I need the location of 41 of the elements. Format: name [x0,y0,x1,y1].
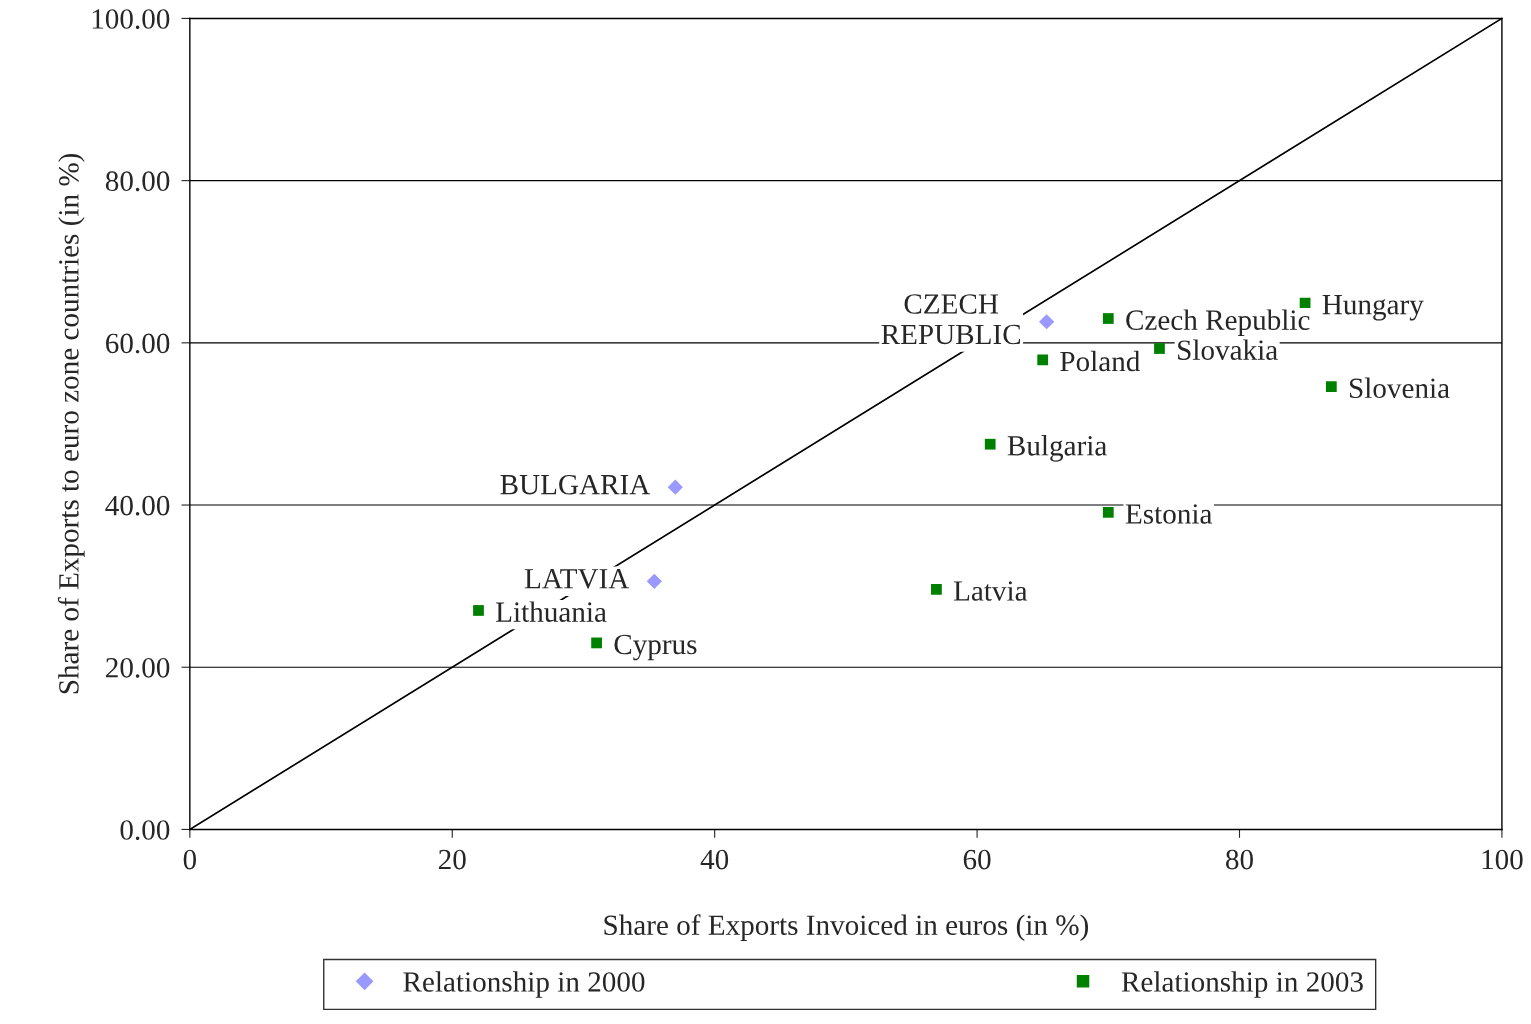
y-tick-label: 0.00 [120,820,170,840]
annotation: Poland [1060,350,1141,372]
point [1325,381,1337,393]
x-tick-label: 60 [963,849,991,870]
annotation: LATVIA [524,569,630,589]
annotation: Bulgaria [1007,435,1107,462]
x-tick-label: 20 [438,849,466,870]
point [931,584,942,595]
y-tick-label: 40.00 [105,495,170,516]
y-tick-label: 20.00 [106,657,170,678]
point [667,479,683,495]
annotation: Cyprus [614,634,697,661]
point [1154,343,1165,354]
x-tick-label: 0 [183,849,197,870]
annotation: Czech Republic [1126,309,1310,336]
annotation: Estonia [1125,504,1213,524]
annotation: Hungary [1322,295,1424,321]
point [591,637,602,649]
annotation: CZECH REPUBLIC [881,294,1021,345]
point [1102,506,1114,518]
point [646,573,662,589]
legend-label: Relationship in 2000 [403,971,645,998]
x-axis-title: Share of Exports Invoiced in euros (in %) [604,914,1088,941]
x-tick-label: 40 [700,849,729,870]
point [1037,354,1049,366]
annotation: Slovenia [1349,377,1450,399]
annotation: Lithuania [496,601,607,622]
annotation: Latvia [953,581,1028,601]
point [473,605,484,616]
y-tick-label: 60.00 [106,333,170,354]
point [1102,313,1114,324]
legend-label: Relationship in 2003 [1121,971,1363,998]
y-tick-label: 80.00 [105,171,170,192]
x-tick-label: 100 [1482,849,1523,870]
annotation: BULGARIA [500,474,651,495]
annotation: Slovakia [1178,339,1278,360]
y-axis-title: Share of Exports to euro zone countries (in %) [57,153,85,694]
x-tick-label: 80 [1226,849,1253,870]
point [1039,314,1055,330]
y-tick-label: 100.00 [92,9,170,29]
point [984,438,996,450]
